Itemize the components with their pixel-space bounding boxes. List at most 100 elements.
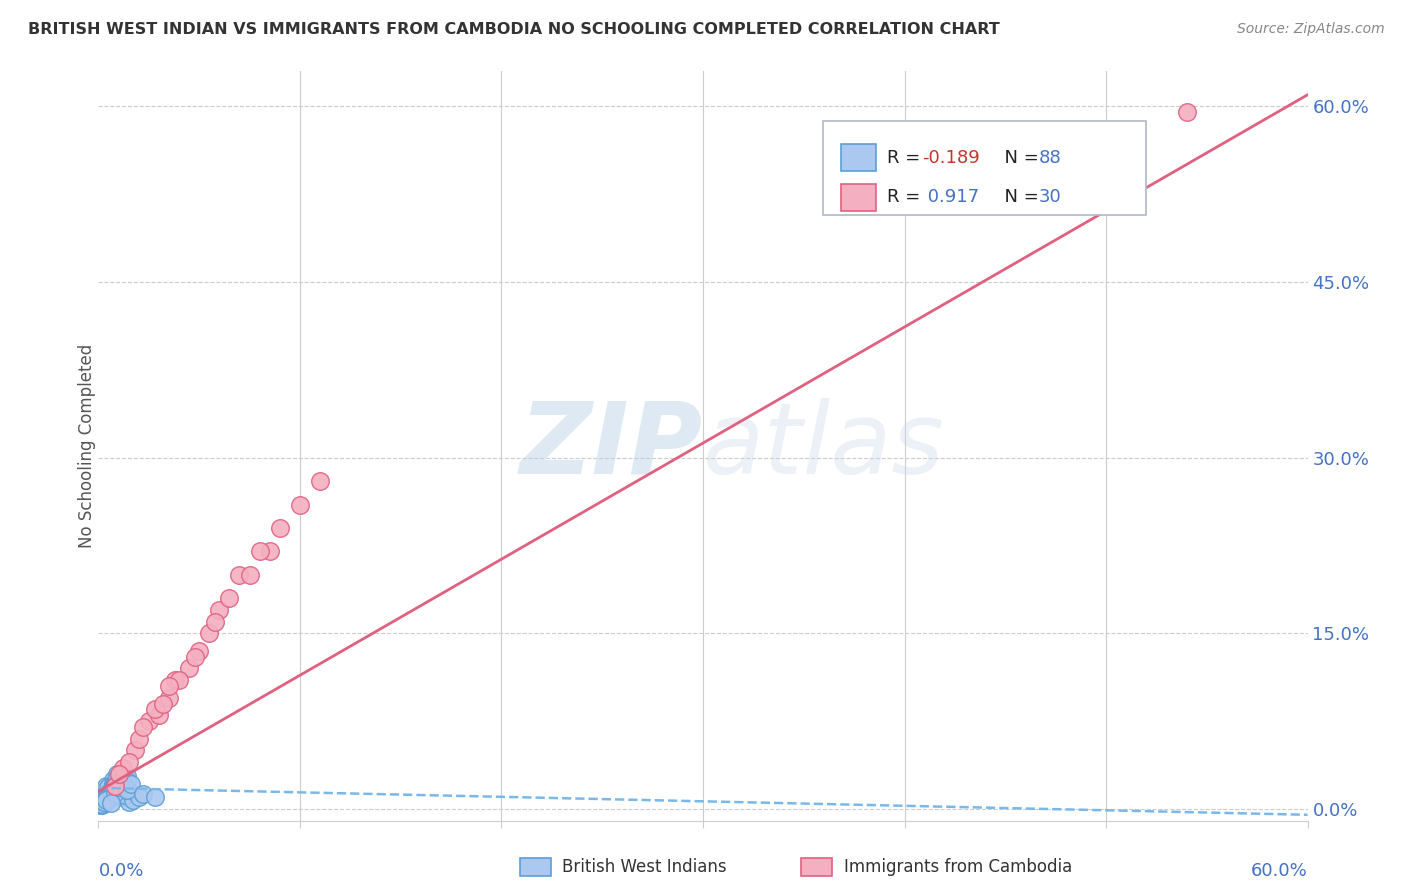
Text: atlas: atlas [703, 398, 945, 494]
Point [204, 615, 226, 629]
Point [115, 773, 138, 788]
Point [198, 626, 221, 640]
Point [103, 780, 125, 795]
Text: -0.189: -0.189 [922, 149, 980, 167]
Point [93, 795, 115, 809]
Point [167, 673, 190, 688]
Point [101, 772, 124, 787]
Point [97, 787, 120, 801]
Point [107, 767, 129, 781]
Point [105, 772, 128, 786]
Point [91, 797, 114, 812]
Point [249, 544, 271, 558]
Text: N =: N = [993, 188, 1045, 206]
Point [96, 792, 118, 806]
Point [157, 690, 180, 705]
Point [93, 784, 115, 798]
Point [93, 796, 115, 810]
Point [93, 794, 115, 808]
Point [100, 796, 122, 810]
Point [100, 787, 122, 801]
Point [100, 788, 122, 802]
Point [157, 679, 180, 693]
Point [148, 708, 170, 723]
Point [100, 788, 122, 802]
Point [115, 769, 138, 783]
Text: N =: N = [993, 149, 1045, 167]
Point [91, 796, 114, 810]
Point [118, 784, 141, 798]
Point [101, 784, 124, 798]
Point [105, 780, 128, 794]
Point [107, 784, 129, 798]
Point [100, 791, 122, 805]
Point [228, 567, 250, 582]
Point [132, 720, 155, 734]
Point [188, 644, 211, 658]
Point [110, 776, 132, 790]
Point [97, 790, 120, 805]
Point [101, 782, 124, 797]
Text: BRITISH WEST INDIAN VS IMMIGRANTS FROM CAMBODIA NO SCHOOLING COMPLETED CORRELATI: BRITISH WEST INDIAN VS IMMIGRANTS FROM C… [28, 22, 1000, 37]
Point [100, 784, 122, 798]
Point [101, 780, 124, 794]
Point [103, 786, 125, 800]
Point [97, 789, 120, 803]
Point [103, 783, 125, 797]
Point [97, 780, 120, 794]
Point [103, 775, 125, 789]
Point [118, 755, 141, 769]
Point [105, 777, 128, 791]
Point [239, 567, 262, 582]
Text: 60.0%: 60.0% [1251, 862, 1308, 880]
Point [110, 780, 132, 794]
Text: R =: R = [887, 149, 927, 167]
Point [143, 790, 166, 805]
Point [103, 779, 125, 793]
Point [96, 794, 118, 808]
Point [218, 591, 240, 606]
Text: R =: R = [887, 188, 927, 206]
Point [91, 797, 114, 812]
Point [110, 779, 132, 793]
Point [107, 780, 129, 794]
Point [105, 767, 128, 781]
Point [91, 797, 114, 812]
Point [103, 780, 125, 795]
Point [132, 787, 155, 801]
Point [111, 775, 134, 789]
Point [105, 779, 128, 793]
Point [120, 777, 142, 791]
Point [1175, 105, 1198, 120]
Text: Source: ZipAtlas.com: Source: ZipAtlas.com [1237, 22, 1385, 37]
Point [115, 783, 138, 797]
Point [97, 791, 120, 805]
Point [138, 714, 160, 728]
Point [111, 780, 134, 795]
Point [143, 702, 166, 716]
Point [96, 779, 118, 793]
Y-axis label: No Schooling Completed: No Schooling Completed [79, 344, 96, 548]
Point [93, 796, 115, 810]
Point [96, 792, 118, 806]
Point [208, 603, 231, 617]
Point [179, 661, 201, 675]
Text: 0.0%: 0.0% [98, 862, 143, 880]
Point [110, 773, 132, 788]
Point [101, 786, 124, 800]
Point [288, 498, 311, 512]
Point [97, 791, 120, 805]
Point [105, 783, 128, 797]
Point [93, 795, 115, 809]
Point [96, 789, 118, 803]
Text: 0.917: 0.917 [922, 188, 980, 206]
Point [124, 743, 146, 757]
Point [114, 788, 136, 802]
Point [152, 697, 174, 711]
Point [163, 673, 186, 688]
Point [93, 791, 115, 805]
Point [128, 790, 150, 805]
Point [96, 790, 118, 805]
Text: 88: 88 [1039, 149, 1062, 167]
Point [89, 798, 111, 813]
